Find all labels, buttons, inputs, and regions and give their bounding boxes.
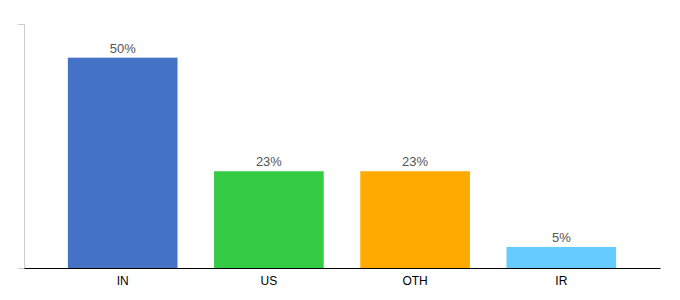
x-axis-line	[25, 268, 661, 269]
data-label: 50%	[110, 41, 136, 56]
x-tick-label: US	[261, 274, 278, 288]
plot-area: IN US OTH IR 50% 23% 23% 5%	[18, 25, 661, 288]
bar	[506, 247, 616, 268]
x-tick-label: OTH	[402, 274, 427, 288]
chart-container: IN US OTH IR 50% 23% 23% 5%	[0, 0, 680, 300]
data-label: 23%	[402, 154, 428, 169]
x-tick: OTH	[402, 274, 427, 288]
x-tick: IR	[555, 274, 567, 288]
bar	[214, 171, 324, 268]
x-tick-label: IR	[555, 274, 567, 288]
y-axis-line	[18, 25, 25, 269]
bar	[360, 171, 470, 268]
data-label: 23%	[256, 154, 282, 169]
bar	[68, 58, 178, 268]
x-axis: IN US OTH IR	[25, 269, 661, 288]
data-label: 5%	[552, 230, 571, 245]
y-axis	[18, 25, 25, 269]
data-labels: 50% 23% 23% 5%	[110, 41, 571, 245]
bars	[68, 58, 616, 268]
chart-svg: IN US OTH IR 50% 23% 23% 5%	[0, 0, 680, 300]
x-tick: US	[261, 274, 278, 288]
x-tick-label: IN	[117, 274, 129, 288]
x-tick: IN	[117, 274, 129, 288]
